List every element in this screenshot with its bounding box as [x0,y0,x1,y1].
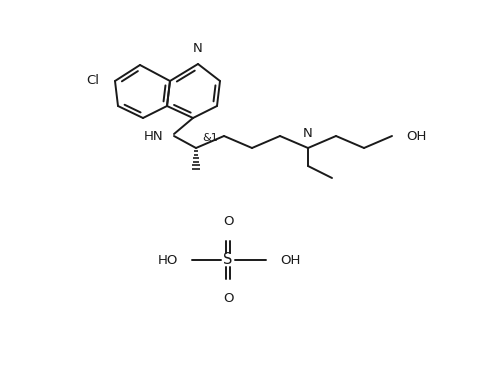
Text: OH: OH [406,130,426,142]
Text: Cl: Cl [86,75,99,87]
Text: S: S [223,253,233,268]
Text: HO: HO [157,254,178,266]
Text: O: O [223,215,233,228]
Text: &1: &1 [202,133,218,143]
Text: O: O [223,292,233,305]
Text: N: N [193,42,203,55]
Text: OH: OH [280,254,300,266]
Text: HN: HN [144,130,163,142]
Text: N: N [303,127,313,140]
